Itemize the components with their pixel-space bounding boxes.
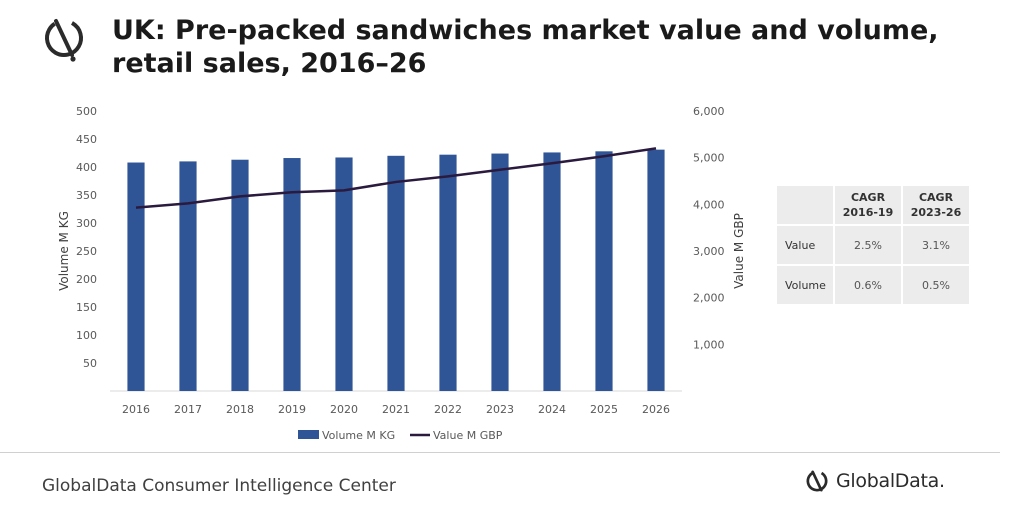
bar-volume-2021 bbox=[387, 155, 405, 391]
globaldata-logo-icon bbox=[806, 470, 828, 492]
brand-name: GlobalData. bbox=[836, 470, 945, 492]
bar-volume-2025 bbox=[595, 151, 613, 391]
y-tick-label-left: 150 bbox=[76, 301, 97, 314]
globaldata-logo-icon bbox=[45, 19, 83, 62]
footer-divider bbox=[0, 452, 1000, 453]
x-tick-label: 2023 bbox=[486, 403, 514, 416]
row-label-volume: Volume bbox=[775, 264, 835, 306]
y-axis-title-right: Value M GBP bbox=[732, 213, 746, 289]
table-row: Value 2.5% 3.1% bbox=[775, 224, 971, 266]
bar-volume-2024 bbox=[543, 152, 561, 391]
x-tick-label: 2025 bbox=[590, 403, 618, 416]
y-tick-label-right: 1,000 bbox=[693, 338, 725, 351]
y-tick-label-left: 400 bbox=[76, 161, 97, 174]
cagr-header-line: CAGR bbox=[918, 191, 954, 204]
y-tick-label-left: 100 bbox=[76, 329, 97, 342]
bar-volume-2026 bbox=[647, 149, 665, 391]
x-tick-label: 2018 bbox=[226, 403, 254, 416]
y-tick-label-left: 200 bbox=[76, 273, 97, 286]
x-tick-label: 2021 bbox=[382, 403, 410, 416]
legend-label-volume: Volume M KG bbox=[322, 429, 395, 442]
cagr-header-line: CAGR bbox=[850, 191, 886, 204]
y-tick-label-right: 3,000 bbox=[693, 245, 725, 258]
cagr-cell: 0.6% bbox=[833, 264, 903, 306]
y-tick-label-right: 4,000 bbox=[693, 198, 725, 211]
y-tick-label-left: 300 bbox=[76, 217, 97, 230]
y-tick-label-left: 450 bbox=[76, 133, 97, 146]
legend: Volume M KG Value M GBP bbox=[298, 429, 503, 442]
cagr-cell: 2.5% bbox=[833, 224, 903, 266]
x-tick-label: 2019 bbox=[278, 403, 306, 416]
cagr-cell: 3.1% bbox=[901, 224, 971, 266]
x-tick-label: 2020 bbox=[330, 403, 358, 416]
cagr-header-line: 2016-19 bbox=[842, 206, 894, 219]
series-line-value bbox=[135, 147, 657, 209]
cagr-corner-cell bbox=[775, 184, 835, 226]
legend-label-value: Value M GBP bbox=[433, 429, 503, 442]
bar-volume-2017 bbox=[179, 161, 197, 391]
y-tick-label-left: 50 bbox=[83, 357, 97, 370]
x-tick-label: 2024 bbox=[538, 403, 566, 416]
y-tick-label-left: 350 bbox=[76, 189, 97, 202]
bar-volume-2023 bbox=[491, 153, 509, 391]
bar-volume-2019 bbox=[283, 158, 301, 391]
page-title: UK: Pre-packed sandwiches market value a… bbox=[112, 15, 939, 79]
cagr-table: CAGR 2016-19 CAGR 2023-26 Value 2.5% 3.1… bbox=[775, 184, 971, 306]
y-tick-label-right: 2,000 bbox=[693, 292, 725, 305]
y-tick-label-left: 500 bbox=[76, 105, 97, 118]
row-label-value: Value bbox=[775, 224, 835, 266]
x-tick-label: 2017 bbox=[174, 403, 202, 416]
x-tick-label: 2016 bbox=[122, 403, 150, 416]
bar-volume-2022 bbox=[439, 154, 457, 391]
legend-swatch-volume bbox=[298, 430, 319, 439]
footer-source: GlobalData Consumer Intelligence Center bbox=[42, 476, 396, 496]
bar-volume-2016 bbox=[127, 162, 145, 391]
brand-logo: GlobalData. bbox=[804, 466, 945, 496]
cagr-header-line: 2023-26 bbox=[910, 206, 962, 219]
table-row: Volume 0.6% 0.5% bbox=[775, 264, 971, 306]
cagr-header-2023-26: CAGR 2023-26 bbox=[901, 184, 971, 226]
y-tick-label-right: 5,000 bbox=[693, 152, 725, 165]
bar-volume-2018 bbox=[231, 159, 249, 391]
y-tick-label-left: 250 bbox=[76, 245, 97, 258]
cagr-header-2016-19: CAGR 2016-19 bbox=[833, 184, 903, 226]
bar-volume-2020 bbox=[335, 157, 353, 391]
cagr-cell: 0.5% bbox=[901, 264, 971, 306]
x-tick-label: 2026 bbox=[642, 403, 670, 416]
y-axis-title-left: Volume M KG bbox=[57, 211, 71, 291]
y-tick-label-right: 6,000 bbox=[693, 105, 725, 118]
x-tick-label: 2022 bbox=[434, 403, 462, 416]
